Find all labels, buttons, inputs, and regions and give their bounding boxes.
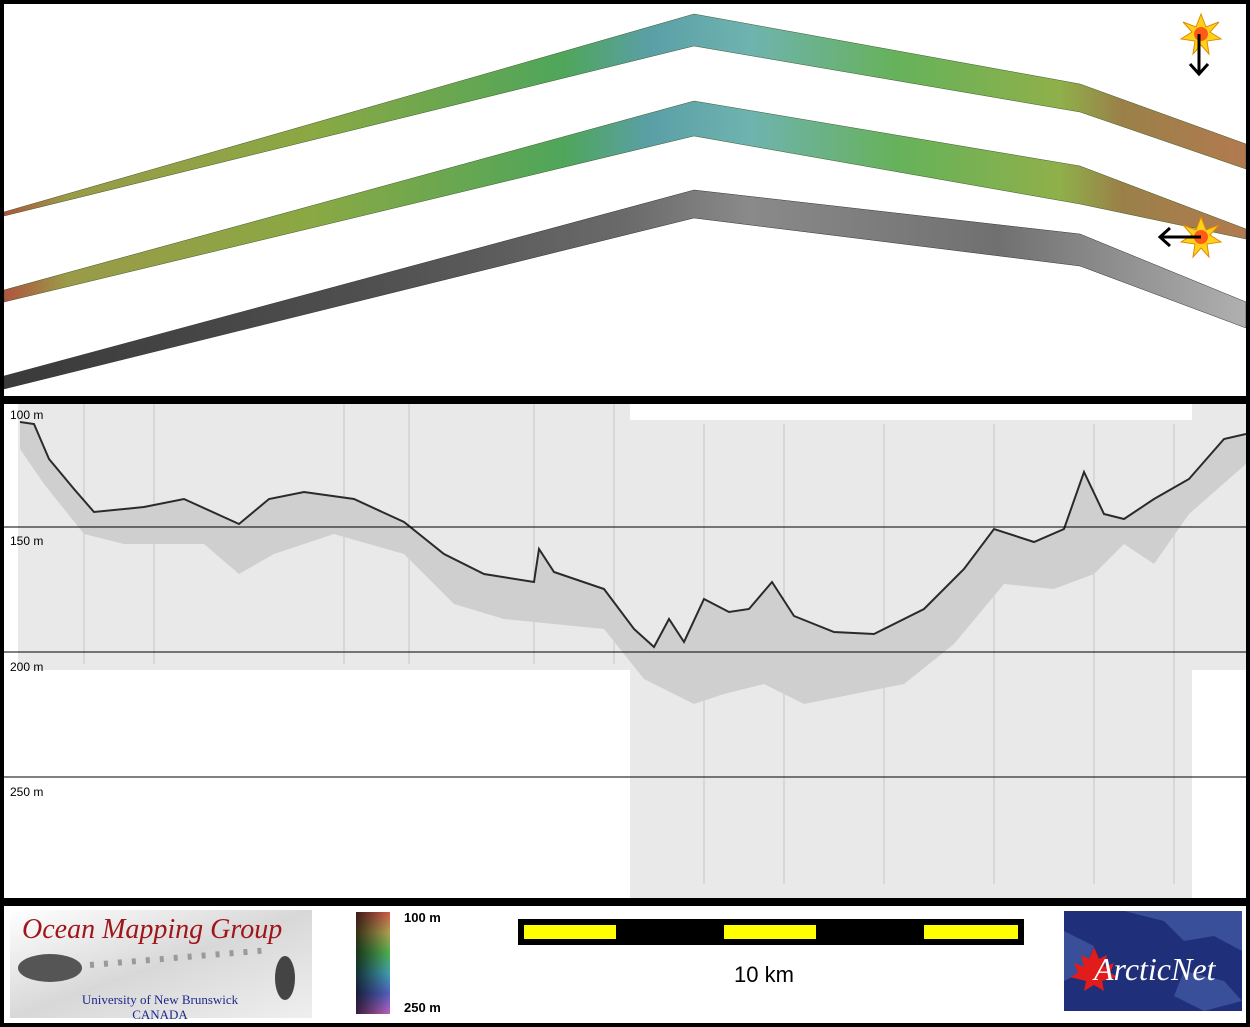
arcticnet-logo: ArcticNet (1064, 911, 1242, 1011)
omg-logo-graphic (10, 910, 312, 1018)
scale-bar (518, 919, 1024, 945)
omg-university: University of New Brunswick (81, 992, 239, 1007)
depth-label-150: 150 m (10, 534, 44, 548)
maple-leaf-icon (1070, 947, 1118, 991)
scale-bar-label: 10 km (734, 962, 794, 987)
arrow-left-icon (1157, 226, 1201, 248)
colorbar-top-label: 100 m (404, 910, 441, 925)
arcticnet-map-graphic (1064, 911, 1242, 1011)
sediment-shading (20, 422, 1246, 704)
sun-icon-north (1179, 12, 1223, 56)
footer-panel: Ocean Mapping Group University of New Br… (4, 906, 1246, 1023)
swath-panel (4, 4, 1246, 396)
depth-label-200: 200 m (10, 660, 44, 674)
bathymetry-strip-1 (4, 13, 1246, 217)
omg-title: Ocean Mapping Group (22, 914, 283, 945)
omg-country: CANADA (132, 1007, 188, 1022)
seismic-profile (4, 404, 1246, 898)
omg-logo: Ocean Mapping Group University of New Br… (10, 910, 312, 1022)
backscatter-strip (4, 189, 1246, 390)
seismic-profile-panel: 100 m 150 m 200 m 250 m (4, 404, 1246, 898)
swath-strips (4, 12, 1246, 390)
arcticnet-label: ArcticNet (1094, 951, 1216, 987)
depth-label-100: 100 m (10, 408, 44, 422)
colorbar-bottom-label: 250 m (404, 1000, 441, 1015)
depth-label-250: 250 m (10, 785, 44, 799)
bathymetry-strip-2 (4, 100, 1246, 303)
depth-colorbar (356, 912, 390, 1014)
arrow-down-icon (1188, 34, 1210, 77)
seafloor-reflector (19, 421, 1246, 649)
